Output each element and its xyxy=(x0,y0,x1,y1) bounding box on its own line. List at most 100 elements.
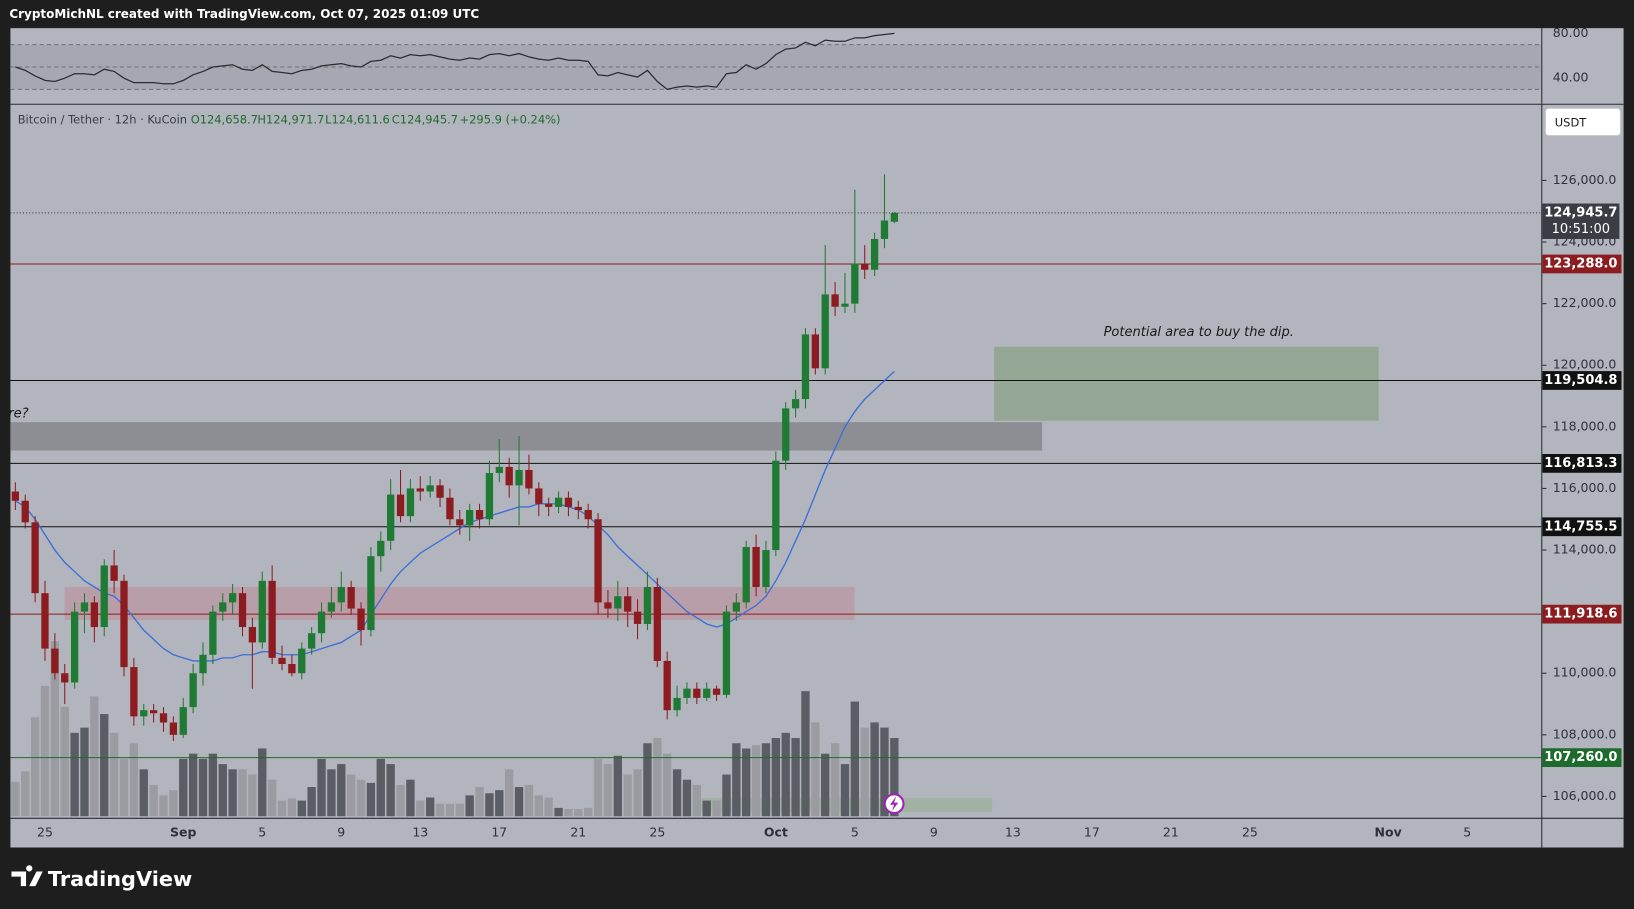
x-tick-label: 5 xyxy=(851,824,859,839)
volume-bar xyxy=(534,795,543,817)
x-tick-label: 5 xyxy=(258,824,266,839)
zone xyxy=(994,346,1379,421)
candle-body xyxy=(515,469,523,486)
candle-body xyxy=(446,497,454,520)
candle-body xyxy=(327,602,336,612)
candle-body xyxy=(712,688,721,695)
candle-body xyxy=(159,713,168,723)
candle-body xyxy=(821,294,829,369)
candle-body xyxy=(228,593,237,603)
candle-body xyxy=(624,596,632,612)
candle-body xyxy=(890,212,899,222)
ohlc-open: O124,658.7 xyxy=(191,112,258,126)
y-tick-label: 116,000.0 xyxy=(1553,480,1617,495)
candle-body xyxy=(199,654,207,674)
level-tag xyxy=(1542,517,1622,537)
volume-bar xyxy=(337,764,346,817)
volume-bar xyxy=(228,769,237,817)
candle-body xyxy=(90,602,99,628)
icon-bolt[interactable] xyxy=(889,796,899,812)
candle-body xyxy=(130,667,138,717)
brand-logo xyxy=(11,865,43,887)
level-label: 114,755.5 xyxy=(1544,519,1617,534)
volume-bar xyxy=(218,764,227,817)
volume-bar xyxy=(564,808,573,817)
brand: TradingView xyxy=(11,865,192,891)
candle-body xyxy=(851,263,859,304)
candle-body xyxy=(742,546,750,603)
annotation: re? xyxy=(8,406,28,421)
candle-body xyxy=(426,485,434,492)
volume-bar xyxy=(643,743,652,817)
volume-bar xyxy=(791,738,800,817)
candle-body xyxy=(61,673,69,683)
volume-bar xyxy=(435,803,445,817)
x-tick-label: 25 xyxy=(37,824,53,839)
candle-body xyxy=(120,580,128,668)
candle-body xyxy=(614,596,622,609)
countdown: 10:51:00 xyxy=(1552,222,1610,237)
candle-body xyxy=(841,303,849,307)
rsi-tick-label: 80.00 xyxy=(1553,25,1589,40)
rsi-tick-label: 40.00 xyxy=(1553,70,1589,85)
y-tick-label: 108,000.0 xyxy=(1553,726,1617,741)
x-tick-label: 21 xyxy=(570,824,586,839)
credit: CryptoMichNL created with TradingView.co… xyxy=(9,7,479,21)
candle-body xyxy=(278,657,286,664)
volume-bar xyxy=(287,798,297,817)
volume-bar xyxy=(702,800,711,817)
candle-body xyxy=(179,707,187,735)
volume-bar xyxy=(485,793,494,817)
candle-body xyxy=(288,663,296,674)
candle-body xyxy=(70,611,79,683)
legend: Bitcoin / Tether · 12h · KuCoin O124,658… xyxy=(18,112,561,126)
button-box[interactable] xyxy=(1544,107,1621,137)
candle-body xyxy=(367,556,375,631)
ohlc-low: L124,611.6 xyxy=(325,112,390,126)
candle-body xyxy=(485,473,494,520)
volume-bar xyxy=(623,774,632,817)
candle-body xyxy=(495,466,503,474)
volume-bar xyxy=(307,787,316,817)
volume-bar xyxy=(139,769,148,817)
volume-bar xyxy=(297,800,306,817)
currency-button[interactable]: USDT xyxy=(1544,107,1621,137)
y-tick-label: 114,000.0 xyxy=(1553,542,1617,557)
rsi-line xyxy=(15,32,895,91)
candle-body xyxy=(762,550,770,587)
level-label: 123,288.0 xyxy=(1544,256,1617,271)
volume-bar xyxy=(672,769,682,817)
y-tick-label: 122,000.0 xyxy=(1553,295,1617,310)
candle-body xyxy=(564,497,573,507)
volume-bar xyxy=(90,696,99,817)
candle-body xyxy=(268,580,276,658)
volume-bar xyxy=(80,727,89,817)
volume-bar xyxy=(109,732,119,817)
candle-body xyxy=(347,586,355,609)
button-label[interactable]: USDT xyxy=(1555,116,1587,130)
ma-line xyxy=(14,370,895,662)
candle-body xyxy=(791,399,800,409)
volume-bar xyxy=(465,795,474,817)
candle-body xyxy=(880,220,889,239)
volume-bar xyxy=(169,790,178,817)
volume-bar xyxy=(238,769,247,817)
candle-body xyxy=(357,608,365,631)
alert-icon[interactable] xyxy=(883,793,905,815)
volume-bar xyxy=(692,784,701,817)
candle-body xyxy=(801,334,810,400)
volume-bar xyxy=(840,764,850,817)
volume-bar xyxy=(119,758,129,817)
ohlc-high: H124,971.7 xyxy=(257,112,324,126)
brand-name: TradingView xyxy=(48,867,192,891)
volume-bar xyxy=(416,800,425,817)
candle-body xyxy=(189,673,197,708)
volume-bar xyxy=(188,753,198,817)
volume-bar xyxy=(593,758,603,817)
candle-body xyxy=(238,593,247,628)
candle-body xyxy=(317,611,326,634)
candle-body xyxy=(51,648,59,674)
volume-bar xyxy=(633,769,642,817)
